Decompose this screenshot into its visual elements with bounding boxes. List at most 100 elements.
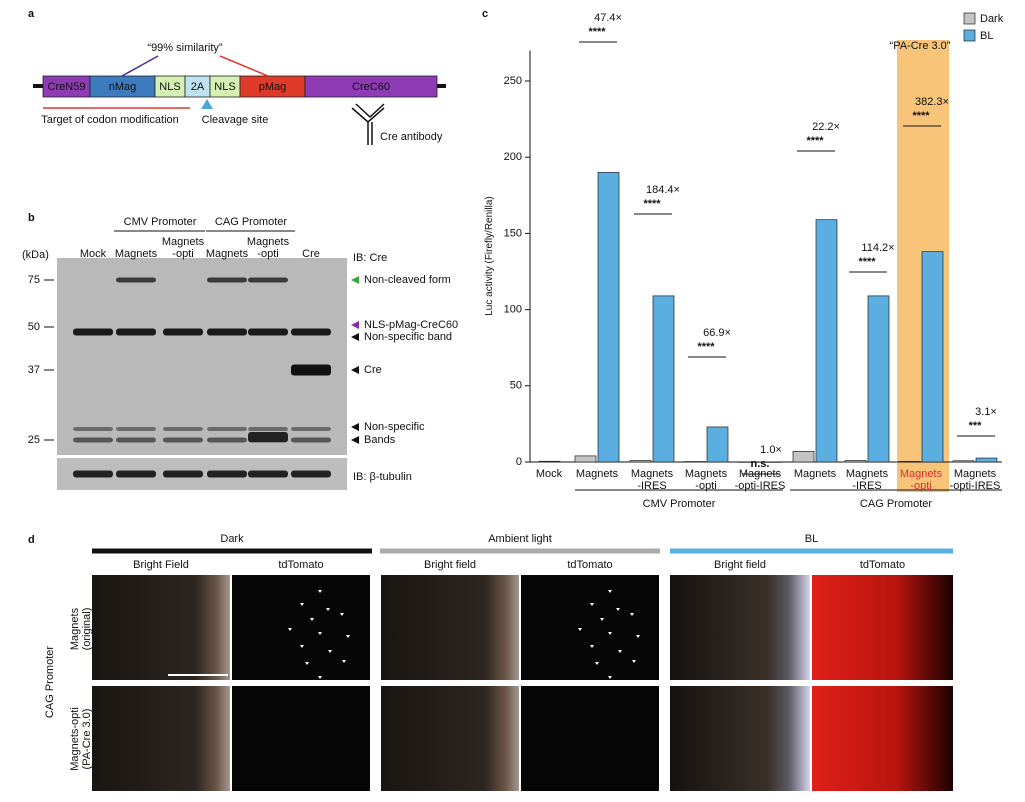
bar (975, 457, 998, 463)
band-annotation: Cre (364, 364, 382, 376)
segment-label: CreC60 (352, 81, 390, 93)
micrograph (670, 575, 810, 680)
blot-band (291, 470, 331, 478)
panel-label: b (28, 212, 35, 224)
bar (737, 461, 760, 463)
antibody-note: Cre antibody (380, 131, 443, 143)
blot-band (73, 437, 113, 443)
channel-label: Bright field (424, 559, 476, 571)
lane-label: Mock (79, 248, 107, 260)
marker-label: 25 (28, 434, 40, 446)
x-tick-label: Mock (535, 468, 563, 480)
arrowhead (326, 608, 330, 611)
lane-label: Magnets -opti (161, 236, 205, 260)
blot-band (163, 437, 203, 443)
channel-label: Bright Field (133, 559, 189, 571)
blot-band (116, 470, 156, 478)
row-label: Magnets-opti (PA-Cre 3.0) (69, 707, 93, 771)
marker-label: 37 (28, 364, 40, 376)
arrowhead (328, 650, 332, 653)
blot (57, 258, 347, 455)
arrowhead (600, 618, 604, 621)
cleavage-note: Cleavage site (202, 114, 269, 126)
blot-band (291, 437, 331, 443)
arrowhead (632, 660, 636, 663)
blot-band (116, 437, 156, 443)
segment-label: NLS (159, 81, 180, 93)
micrograph (521, 575, 659, 680)
x-tick-label: Magnets (793, 468, 837, 480)
y-tick-label: 250 (504, 75, 522, 87)
legend-label: BL (980, 30, 993, 42)
group-label: CAG Promoter (215, 216, 287, 228)
segment-label: pMag (259, 81, 287, 93)
micrograph (232, 575, 370, 680)
similarity-line (121, 55, 159, 77)
ib-label: IB: β-tubulin (353, 471, 412, 483)
micrograph (381, 575, 519, 680)
micrograph (232, 686, 370, 791)
similarity-note: “99% similarity” (147, 42, 223, 54)
fold-label: 3.1× (975, 406, 997, 418)
arrowhead (351, 423, 359, 431)
arrowhead (300, 645, 304, 648)
blot-band (291, 427, 331, 431)
micrograph (521, 686, 659, 791)
ib-label: IB: Cre (353, 252, 387, 264)
significance: **** (588, 26, 606, 38)
bar (815, 219, 838, 463)
x-tick-label: Magnets -opti-IRES (734, 468, 786, 492)
y-tick-label: 50 (510, 380, 522, 392)
fold-label: 47.4× (594, 12, 622, 24)
segment-label: 2A (191, 81, 205, 93)
panel-label: d (28, 534, 35, 546)
blot-band (163, 470, 203, 478)
x-tick-label: Magnets -IRES (630, 468, 674, 492)
segment-label: CreN59 (48, 81, 86, 93)
x-tick-label: Magnets -opti-IRES (949, 468, 1001, 492)
arrowhead (318, 590, 322, 593)
arrowhead (578, 628, 582, 631)
highlight-label: “PA-Cre 3.0” (890, 40, 951, 52)
significance: **** (912, 110, 930, 122)
legend-swatch (963, 29, 976, 42)
y-axis-title: Luc activity (Firefly/Renilla) (484, 196, 495, 316)
arrowhead (351, 321, 359, 329)
condition-label: Dark (220, 533, 244, 545)
row-label: Magnets (original) (69, 607, 93, 651)
significance: **** (643, 198, 661, 210)
group-label: CMV Promoter (643, 498, 716, 510)
arrowhead (636, 635, 640, 638)
significance: **** (806, 135, 824, 147)
x-tick-label: Magnets (575, 468, 619, 480)
significance: **** (858, 256, 876, 268)
bar (597, 172, 620, 463)
segment-label: nMag (109, 81, 137, 93)
band-annotation: Non-specific (364, 421, 425, 433)
blot-band (73, 470, 113, 478)
channel-label: tdTomato (860, 559, 905, 571)
channel-label: Bright field (714, 559, 766, 571)
bar (792, 450, 815, 463)
codon-note: Target of codon modification (41, 114, 179, 126)
fold-label: 22.2× (812, 121, 840, 133)
blot-band (163, 328, 203, 336)
group-label: CAG Promoter (860, 498, 932, 510)
lane-label: Magnets -opti (246, 236, 290, 260)
arrowhead (342, 660, 346, 663)
blot-band (248, 432, 288, 442)
arrowhead (305, 662, 309, 665)
arrowhead (351, 333, 359, 341)
arrowhead (351, 366, 359, 374)
bar (683, 461, 706, 463)
lane-label: Magnets (114, 248, 158, 260)
kda-label: (kDa) (22, 249, 49, 261)
panel-label: a (28, 8, 35, 20)
band-annotation: Bands (364, 434, 396, 446)
marker-label: 75 (28, 274, 40, 286)
band-annotation: Non-specific band (364, 331, 452, 343)
legend-swatch (963, 12, 976, 25)
significance: n.s. (751, 458, 770, 470)
arrowhead (608, 590, 612, 593)
